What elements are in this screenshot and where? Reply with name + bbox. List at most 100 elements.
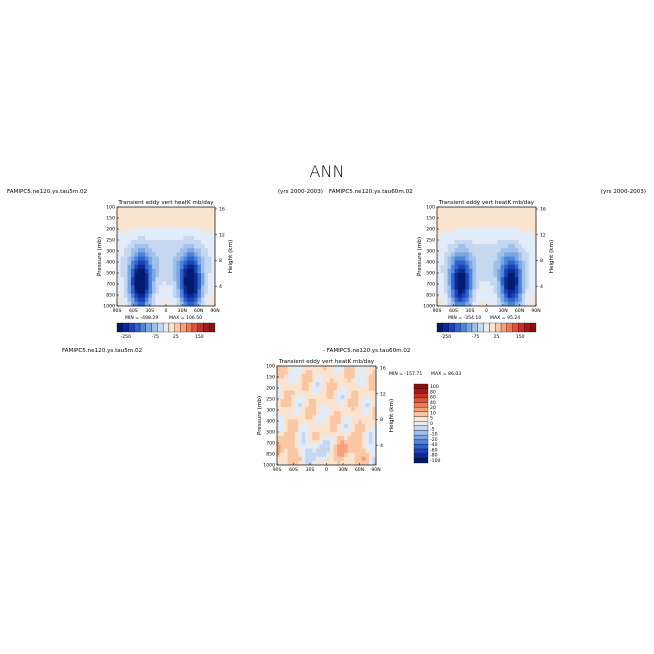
heatmap-cell <box>504 293 509 299</box>
heatmap-cell <box>340 432 345 437</box>
heatmap-cell <box>134 240 139 245</box>
heatmap-cell <box>291 390 296 396</box>
heatmap-cell <box>190 248 195 253</box>
case-label: FAMIPC5.ne120.ys.tau5m.02 <box>62 348 142 354</box>
heatmap-cell <box>183 252 188 257</box>
heatmap-cell <box>120 277 125 282</box>
heatmap-cell <box>187 244 191 249</box>
heatmap-cell <box>361 407 366 412</box>
heatmap-cell <box>330 403 334 408</box>
heatmap-cell <box>155 277 160 282</box>
heatmap-cell <box>169 256 174 262</box>
heatmap-cell <box>211 273 216 278</box>
heatmap-cell <box>447 277 452 282</box>
heatmap-cell <box>465 293 470 299</box>
heatmap-cell <box>298 460 303 466</box>
heatmap-cell <box>337 411 342 416</box>
heatmap-cell <box>458 211 463 216</box>
heatmap-cell <box>344 423 349 429</box>
heatmap-cell <box>291 394 296 400</box>
heatmap-cell <box>447 227 452 233</box>
heatmap-cell <box>298 440 303 445</box>
heatmap-cell <box>208 285 212 290</box>
heatmap-cell <box>490 223 494 229</box>
heatmap-cell <box>497 252 502 257</box>
heatmap-cell <box>532 223 537 229</box>
heatmap-cell <box>500 268 505 274</box>
heatmap-cell <box>124 219 128 224</box>
heatmap-cell <box>511 207 516 212</box>
heatmap-cell <box>312 419 317 425</box>
heatmap-cell <box>472 215 477 220</box>
heatmap-cell <box>451 211 456 216</box>
x-tick-label: 30S <box>306 467 315 473</box>
heatmap-cell <box>504 231 509 237</box>
heatmap-cell <box>372 411 377 416</box>
colorbar-swatch <box>197 322 204 333</box>
heatmap-cell <box>361 399 366 404</box>
heatmap-cell <box>372 423 377 429</box>
heatmap-cell <box>340 436 345 441</box>
heatmap-cell <box>368 452 373 458</box>
heatmap-cell <box>347 452 352 458</box>
heatmap-cell <box>208 256 212 262</box>
heatmap-cell <box>344 374 349 379</box>
colorbar-label: -75 <box>151 334 159 340</box>
heatmap-cell <box>180 285 184 290</box>
heatmap-cell <box>294 444 299 449</box>
x-tick-label: 90S <box>433 308 442 314</box>
heatmap-cell <box>124 252 128 257</box>
heatmap-cell <box>138 207 142 212</box>
heatmap-cell <box>479 273 484 278</box>
heatmap-cell <box>208 244 212 249</box>
heatmap-cell <box>326 444 331 449</box>
heatmap-cell <box>322 374 327 379</box>
heatmap-cell <box>444 293 449 299</box>
heatmap-cell <box>458 264 463 270</box>
chart-panel-top-left: Transient eddy vert heatK mb/day10015020… <box>97 200 234 314</box>
colorbar-swatch <box>442 322 449 333</box>
heatmap-cell <box>486 256 491 262</box>
heatmap-cell <box>368 386 373 392</box>
heatmap-cell <box>500 244 505 249</box>
heatmap-cell <box>277 448 281 454</box>
heatmap-cell <box>447 240 452 245</box>
heatmap-cell <box>504 285 509 290</box>
heatmap-cell <box>347 366 352 371</box>
heatmap-cell <box>326 456 331 462</box>
heatmap-cell <box>308 448 313 454</box>
heatmap-cell <box>291 407 296 412</box>
heatmap-cell <box>305 390 310 396</box>
heatmap-cell <box>211 207 216 212</box>
heatmap-cell <box>440 277 445 282</box>
heatmap-cell <box>127 235 132 241</box>
heatmap-cell <box>138 268 142 274</box>
heatmap-cell <box>211 219 216 224</box>
heatmap-cell <box>333 452 338 458</box>
heatmap-cell <box>277 452 281 458</box>
heatmap-cell <box>344 415 349 421</box>
heatmap-cell <box>532 235 537 241</box>
heatmap-cell <box>486 240 491 245</box>
heatmap-cell <box>475 260 480 266</box>
heatmap-cell <box>458 252 463 257</box>
heatmap-cell <box>514 293 519 299</box>
heatmap-cell <box>461 260 466 266</box>
heatmap-cell <box>148 235 153 241</box>
heatmap-cell <box>162 240 167 245</box>
heatmap-cell <box>497 297 502 303</box>
heatmap-cell <box>145 227 149 233</box>
heatmap-cell <box>354 378 359 383</box>
heatmap-cell <box>148 277 153 282</box>
heatmap-cell <box>183 227 188 233</box>
heatmap-cell <box>444 223 449 229</box>
heatmap-cell <box>365 432 370 437</box>
heatmap-cell <box>326 460 331 466</box>
heatmap-cell <box>141 219 146 224</box>
heatmap-cell <box>330 374 334 379</box>
heatmap-cell <box>372 432 377 437</box>
heatmap-cell <box>437 244 441 249</box>
heatmap-cell <box>294 407 299 412</box>
heatmap-cell <box>454 260 459 266</box>
heatmap-cell <box>344 432 349 437</box>
